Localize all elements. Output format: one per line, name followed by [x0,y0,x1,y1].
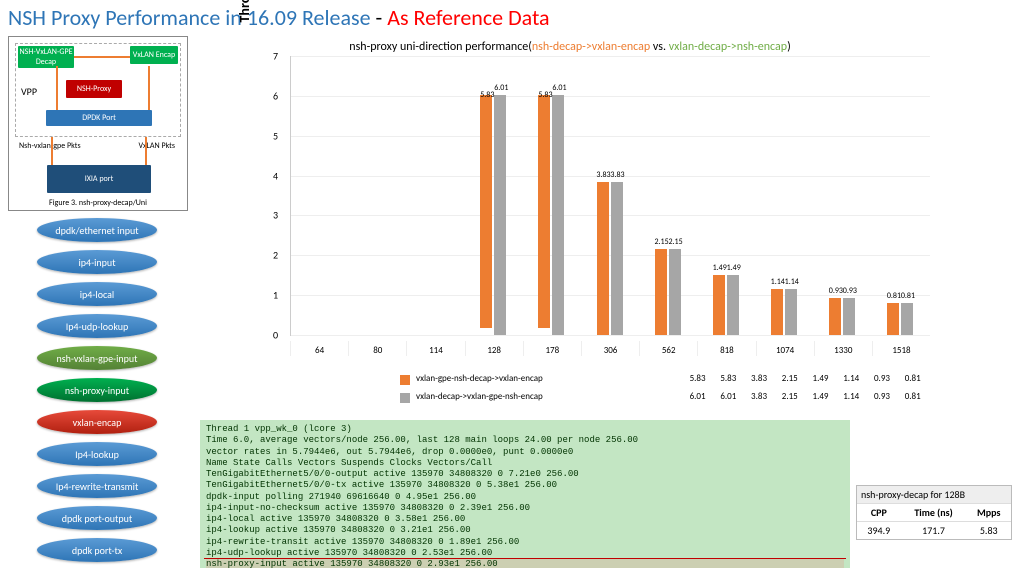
page-title: NSH Proxy Performance in 16.09 Release -… [8,4,550,31]
title-part2: As Reference Data [387,4,549,31]
chart-xticks: 6480114128178306562818107413301518 [290,341,930,356]
arrow [51,137,53,165]
throughput-chart: nsh-proxy uni-direction performance(nsh-… [200,36,940,416]
legend-row-1: vxlan-gpe-nsh-decap->vxlan-encap5.835.83… [400,373,928,384]
arrow [145,137,147,165]
chart-ylabel: Throughput (Mpps) [236,0,253,96]
vpp-label: VPP [21,85,37,98]
flow-node: nsh-vxlan-gpe-input [37,346,157,370]
title-sep: - [371,4,388,31]
flow-node: dpdk port-output [37,506,157,530]
nsh-decap-box: NSH-VxLAN-GPE Decap [18,46,74,68]
arrow [148,66,150,110]
flow-node: Ip4-lookup [37,442,157,466]
diagram-caption: Figure 3. nsh-proxy-decap/Uni [9,198,187,208]
architecture-diagram: NSH-VxLAN-GPE Decap VxLAN Encap NSH-Prox… [8,36,188,211]
title-part1: NSH Proxy Performance in 16.09 Release [8,4,371,31]
nsh-proxy-box: NSH-Proxy [66,80,122,98]
flow-node: nsh-proxy-input [37,378,157,402]
legend-row-2: vxlan-decap->vxlan-gpe-nsh-encap6.016.01… [400,391,928,402]
flow-node: dpdk/ethernet input [37,218,157,242]
flow-node: ip4-local [37,282,157,306]
pkts-label-2: VxLAN Pkts [138,141,175,151]
flowchart: dpdk/ethernet input ip4-input ip4-local Ip4… [22,218,172,570]
vpp-boundary: NSH-VxLAN-GPE Decap VxLAN Encap NSH-Prox… [15,43,181,137]
summary-grid: CPPTime (ns)Mpps 394.9171.75.83 [857,503,1011,539]
chart-plot-area: 012345675.836.015.836.013.833.832.152.15… [290,56,930,336]
flow-node: Ip4-udp-lookup [37,314,157,338]
summary-table: nsh-proxy-decap for 128B CPPTime (ns)Mpp… [856,485,1012,540]
dpdk-port-box: DPDK Port [46,110,152,126]
flow-node: ip4-input [37,250,157,274]
arrow [56,66,58,110]
arrow [74,56,130,58]
vxlan-encap-box: VxLAN Encap [130,46,178,64]
summary-title: nsh-proxy-decap for 128B [857,486,1011,503]
flow-node: Ip4-rewrite-transmit [37,474,157,498]
pkts-label-1: Nsh-vxlan-gpe Pkts [19,141,81,151]
ixia-box: IXIA port [47,165,151,193]
chart-title: nsh-proxy uni-direction performance(nsh-… [200,36,940,54]
flow-node: vxlan-encap [37,410,157,434]
flow-node: dpdk port-tx [37,538,157,562]
terminal-output: Thread 1 vpp_wk_0 (lcore 3)Time 6.0, ave… [200,420,850,568]
